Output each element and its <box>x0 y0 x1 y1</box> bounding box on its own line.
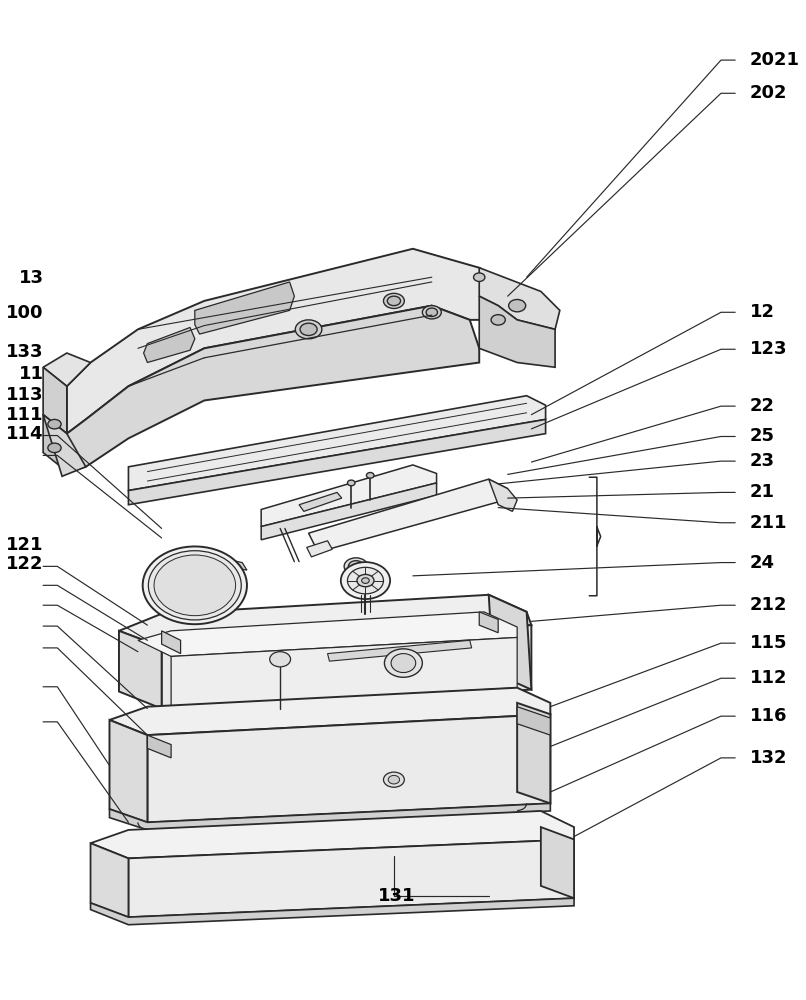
Ellipse shape <box>300 323 317 336</box>
Text: 12: 12 <box>750 303 775 321</box>
Text: 2021: 2021 <box>750 51 800 69</box>
Ellipse shape <box>367 473 374 478</box>
Ellipse shape <box>148 551 241 620</box>
Polygon shape <box>488 479 517 511</box>
Text: 25: 25 <box>750 427 775 445</box>
Ellipse shape <box>509 299 526 312</box>
Ellipse shape <box>48 443 61 453</box>
Polygon shape <box>44 353 90 386</box>
Ellipse shape <box>474 273 485 281</box>
Ellipse shape <box>422 306 442 319</box>
Polygon shape <box>488 595 531 690</box>
Polygon shape <box>44 415 67 472</box>
Ellipse shape <box>391 654 416 673</box>
Polygon shape <box>119 595 531 647</box>
Text: 24: 24 <box>750 554 775 572</box>
Ellipse shape <box>347 567 384 594</box>
Ellipse shape <box>388 775 400 784</box>
Ellipse shape <box>491 315 505 325</box>
Text: 21: 21 <box>750 483 775 501</box>
Polygon shape <box>90 843 128 917</box>
Ellipse shape <box>154 555 235 616</box>
Text: 100: 100 <box>6 304 44 322</box>
Text: 111: 111 <box>6 406 44 424</box>
Polygon shape <box>480 268 560 329</box>
Text: 112: 112 <box>750 669 787 687</box>
Text: 114: 114 <box>6 425 44 443</box>
Ellipse shape <box>384 772 405 787</box>
Ellipse shape <box>362 578 369 583</box>
Polygon shape <box>90 898 574 925</box>
Polygon shape <box>128 396 546 491</box>
Polygon shape <box>67 249 517 434</box>
Polygon shape <box>147 735 171 758</box>
Polygon shape <box>143 327 195 363</box>
Ellipse shape <box>347 480 355 486</box>
Polygon shape <box>309 479 508 552</box>
Ellipse shape <box>348 561 364 572</box>
Ellipse shape <box>341 562 390 599</box>
Polygon shape <box>480 296 555 367</box>
Polygon shape <box>327 640 472 661</box>
Ellipse shape <box>344 558 368 575</box>
Polygon shape <box>67 306 480 472</box>
Polygon shape <box>44 367 67 434</box>
Polygon shape <box>110 720 147 822</box>
Polygon shape <box>110 688 550 735</box>
Text: 131: 131 <box>378 887 416 905</box>
Polygon shape <box>44 415 85 476</box>
Polygon shape <box>517 707 550 735</box>
Polygon shape <box>517 703 550 803</box>
Polygon shape <box>162 625 531 709</box>
Polygon shape <box>541 827 574 898</box>
Ellipse shape <box>270 652 291 667</box>
Polygon shape <box>128 419 546 505</box>
Polygon shape <box>261 483 437 540</box>
Ellipse shape <box>384 293 405 308</box>
Polygon shape <box>90 811 574 858</box>
Polygon shape <box>299 492 342 511</box>
Polygon shape <box>195 282 294 334</box>
Ellipse shape <box>295 320 322 339</box>
Ellipse shape <box>48 419 61 429</box>
Text: 13: 13 <box>19 269 44 287</box>
Polygon shape <box>128 839 574 917</box>
Polygon shape <box>119 631 162 709</box>
Text: 11: 11 <box>19 365 44 383</box>
Text: 211: 211 <box>750 514 787 532</box>
Text: 113: 113 <box>6 386 44 404</box>
Text: 22: 22 <box>750 397 775 415</box>
Polygon shape <box>147 714 550 822</box>
Text: 133: 133 <box>6 343 44 361</box>
Text: 121: 121 <box>6 536 44 554</box>
Ellipse shape <box>357 574 374 587</box>
Ellipse shape <box>426 308 438 317</box>
Polygon shape <box>138 612 517 656</box>
Text: 212: 212 <box>750 596 787 614</box>
Text: 132: 132 <box>750 749 787 767</box>
Polygon shape <box>307 541 332 557</box>
Ellipse shape <box>384 649 422 677</box>
Polygon shape <box>171 637 517 707</box>
Text: 202: 202 <box>750 84 787 102</box>
Polygon shape <box>162 631 181 654</box>
Polygon shape <box>261 465 437 527</box>
Text: 123: 123 <box>750 340 787 358</box>
Ellipse shape <box>143 546 247 624</box>
Ellipse shape <box>387 296 401 306</box>
Polygon shape <box>110 803 550 830</box>
Text: 23: 23 <box>750 452 775 470</box>
Text: 116: 116 <box>750 707 787 725</box>
Text: 122: 122 <box>6 555 44 573</box>
Text: 115: 115 <box>750 634 787 652</box>
Polygon shape <box>200 553 247 570</box>
Polygon shape <box>480 612 498 633</box>
